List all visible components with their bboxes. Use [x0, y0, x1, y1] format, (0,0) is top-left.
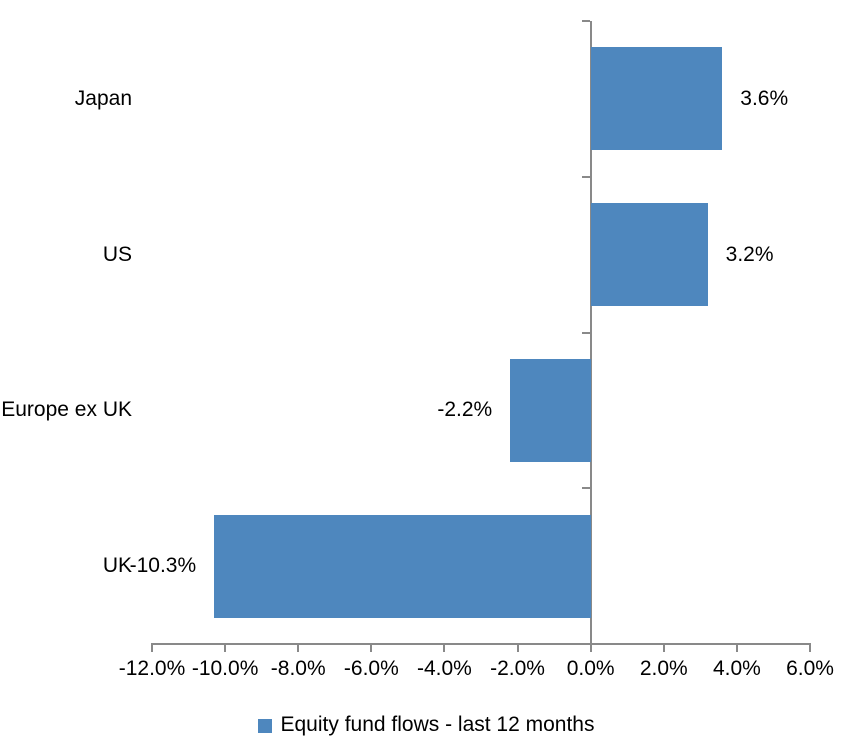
x-tick-label: -2.0% [490, 657, 545, 680]
x-axis-tick [589, 643, 592, 652]
y-axis-tick [581, 20, 590, 22]
bar [590, 47, 723, 151]
bar [510, 358, 591, 462]
y-axis-tick [581, 175, 590, 178]
x-axis-tick [662, 643, 665, 652]
bar [590, 203, 708, 307]
x-axis-tick [151, 643, 153, 652]
category-label: Japan [74, 86, 132, 110]
x-tick-label: -6.0% [343, 657, 399, 680]
legend: Equity fund flows - last 12 months [0, 710, 852, 740]
category-label: UK [102, 554, 132, 578]
x-tick-label: -10.0% [191, 657, 259, 680]
x-tick-label: 6.0% [786, 657, 834, 680]
y-axis-tick [581, 643, 590, 645]
y-axis-tick [581, 487, 590, 490]
x-axis-tick [735, 643, 738, 652]
x-tick-label: -8.0% [270, 657, 326, 680]
y-axis-tick [581, 331, 590, 334]
x-axis-tick [443, 643, 446, 652]
y-axis-line [589, 21, 592, 644]
value-label: -2.2% [437, 398, 493, 422]
legend-label: Equity fund flows - last 12 months [280, 713, 595, 736]
category-label: US [102, 242, 132, 266]
x-tick-label: 0.0% [566, 657, 615, 680]
x-tick-label: -12.0% [118, 657, 186, 680]
bar [214, 514, 591, 618]
x-axis-tick [224, 643, 227, 652]
x-axis-line [151, 643, 811, 645]
value-label: 3.2% [725, 242, 774, 266]
x-tick-label: -4.0% [417, 657, 472, 680]
x-axis-tick [297, 643, 300, 652]
category-label: Europe ex UK [1, 398, 132, 422]
value-label: -10.3% [129, 554, 197, 578]
legend-swatch-icon [257, 719, 272, 733]
x-axis-tick [809, 643, 811, 652]
value-label: 3.6% [740, 86, 789, 110]
x-axis-tick [516, 643, 519, 652]
x-tick-label: 4.0% [712, 657, 761, 680]
x-axis-tick [370, 643, 373, 652]
x-tick-label: 2.0% [639, 657, 688, 680]
